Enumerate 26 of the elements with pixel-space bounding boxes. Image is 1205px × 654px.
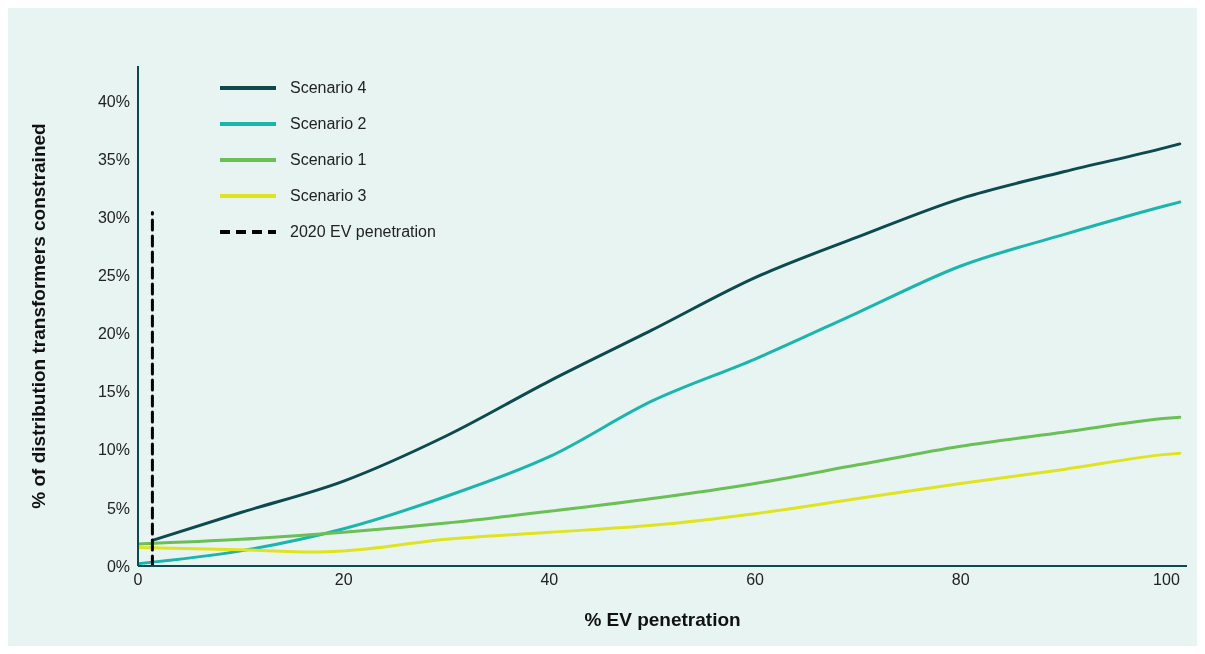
y-tick-label: 15%	[97, 383, 130, 401]
y-tick-label: 40%	[97, 92, 130, 110]
y-tick-label: 10%	[97, 441, 130, 459]
x-axis-title: % EV penetration	[584, 609, 741, 630]
x-tick-label: 40	[540, 571, 559, 589]
y-tick-label: 30%	[97, 208, 130, 226]
y-tick-label: 25%	[97, 266, 130, 284]
line-series	[150, 142, 1182, 542]
y-tick-label: 0%	[106, 557, 130, 575]
y-tick-label: 5%	[106, 499, 130, 517]
x-tick-label: 80	[951, 571, 970, 589]
line-series	[138, 451, 1182, 554]
legend-label: Scenario 3	[290, 187, 367, 205]
legend-label: 2020 EV penetration	[290, 223, 436, 241]
line-series	[138, 200, 1182, 566]
y-tick-label: 20%	[97, 325, 130, 343]
y-tick-label: 35%	[97, 150, 130, 168]
x-tick-label: 0	[133, 571, 143, 589]
y-axis-title: % of distribution transformers constrained	[27, 123, 49, 509]
x-tick-label: 60	[746, 571, 765, 589]
legend-label: Scenario 1	[290, 151, 367, 169]
line-series	[138, 415, 1182, 546]
x-tick-label: 100	[1153, 571, 1180, 589]
legend-label: Scenario 4	[290, 79, 367, 97]
legend-label: Scenario 2	[290, 115, 367, 133]
x-tick-label: 20	[334, 571, 353, 589]
